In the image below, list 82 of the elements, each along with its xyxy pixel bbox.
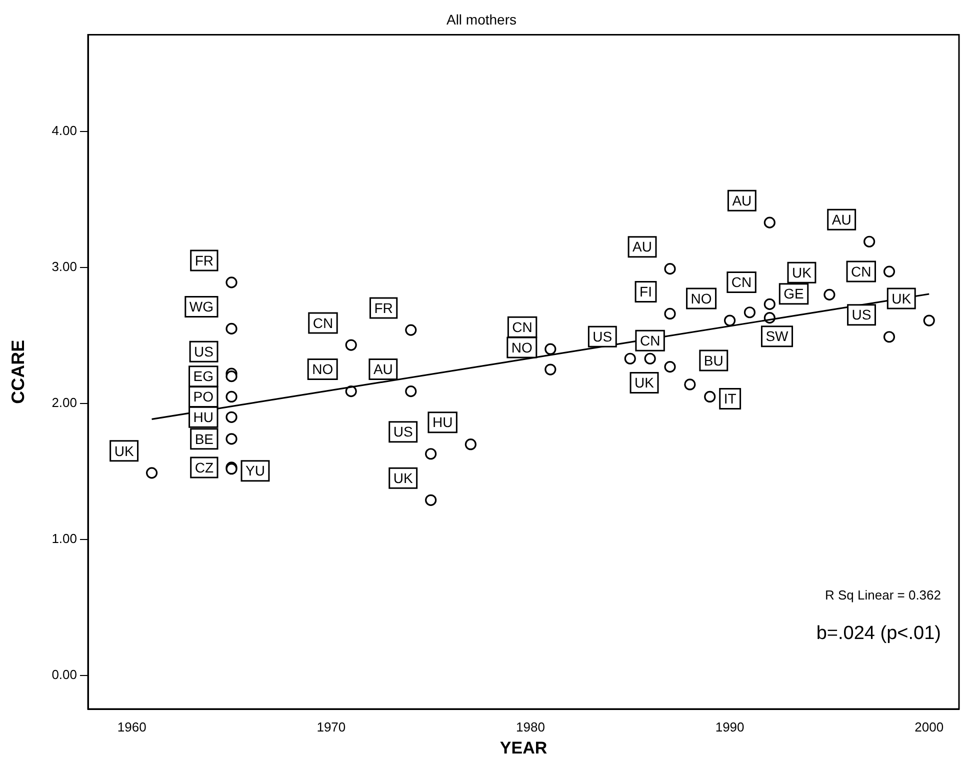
annotation: AU bbox=[373, 361, 393, 378]
point bbox=[923, 314, 935, 326]
y-tick-label: 4.00 bbox=[52, 122, 77, 138]
point bbox=[425, 448, 437, 460]
annotation: EG bbox=[193, 368, 214, 384]
annotation: CN bbox=[640, 332, 660, 348]
annotation: BE bbox=[194, 430, 214, 447]
x-tick-label: 1960 bbox=[117, 719, 146, 734]
annotation: CZ bbox=[194, 459, 214, 476]
x-axis-title: YEAR bbox=[500, 738, 548, 758]
annotation: PO bbox=[193, 388, 214, 405]
annotation: NO bbox=[690, 290, 712, 306]
point bbox=[744, 306, 756, 318]
point bbox=[226, 370, 238, 382]
point bbox=[644, 352, 656, 364]
point bbox=[624, 352, 636, 364]
point bbox=[226, 433, 238, 445]
annotation: AU bbox=[732, 192, 752, 208]
point bbox=[883, 331, 896, 343]
point bbox=[824, 288, 836, 300]
annotation: R Sq Linear = 0.362 bbox=[825, 588, 941, 603]
point bbox=[226, 390, 238, 403]
point bbox=[864, 236, 876, 248]
point bbox=[883, 266, 896, 278]
point bbox=[425, 494, 437, 506]
point bbox=[146, 467, 158, 479]
annotation: US bbox=[592, 328, 612, 344]
point bbox=[405, 324, 417, 336]
x-tick-label: 1990 bbox=[715, 719, 744, 734]
annotation: UK bbox=[393, 470, 414, 486]
annotation: CN bbox=[512, 318, 532, 335]
annotation: AU bbox=[832, 211, 852, 228]
point bbox=[226, 411, 238, 423]
point bbox=[226, 276, 238, 288]
y-tick-label: 3.00 bbox=[52, 259, 77, 274]
point bbox=[664, 308, 676, 320]
annotation: FR bbox=[194, 252, 214, 268]
point bbox=[764, 298, 776, 310]
point bbox=[544, 343, 556, 355]
annotation: FI bbox=[640, 284, 652, 300]
annotation: US bbox=[194, 343, 214, 360]
y-tick-label: 2.00 bbox=[52, 395, 77, 410]
x-tick-label: 1970 bbox=[316, 719, 346, 734]
y-tick-label: 1.00 bbox=[52, 531, 77, 546]
annotation: SW bbox=[766, 328, 790, 344]
point bbox=[405, 385, 417, 398]
annotation: NO bbox=[312, 361, 334, 378]
y-axis-title: CCARE bbox=[8, 340, 28, 404]
x-tick-label: 1980 bbox=[516, 719, 545, 734]
annotation: CN bbox=[851, 263, 872, 280]
annotation: NO bbox=[511, 339, 533, 356]
annotation: FR bbox=[374, 300, 393, 316]
annotation: US bbox=[852, 306, 872, 323]
point bbox=[664, 361, 676, 373]
annotation: UK bbox=[892, 290, 912, 306]
annotation: b=.024 (p<.01) bbox=[816, 623, 941, 644]
annotation: US bbox=[393, 424, 413, 440]
annotation: UK bbox=[634, 374, 655, 391]
annotation: YU bbox=[246, 462, 265, 479]
annotation: AU bbox=[632, 238, 652, 255]
annotation: UK bbox=[114, 442, 134, 459]
point bbox=[724, 314, 736, 326]
chart-title: All mothers bbox=[446, 11, 517, 28]
point bbox=[684, 378, 696, 390]
point bbox=[464, 438, 476, 450]
point bbox=[345, 339, 357, 351]
annotation: GE bbox=[784, 286, 804, 302]
annotation: WG bbox=[189, 298, 214, 315]
annotation: HU bbox=[193, 409, 214, 425]
point bbox=[226, 322, 238, 334]
point bbox=[544, 364, 556, 376]
point bbox=[704, 390, 716, 403]
annotation: CN bbox=[731, 274, 752, 290]
annotation: BU bbox=[704, 352, 724, 368]
x-tick-label: 2000 bbox=[914, 719, 944, 734]
y-tick-label: 0.00 bbox=[52, 667, 77, 682]
point bbox=[764, 216, 776, 228]
point bbox=[664, 263, 676, 275]
annotation: IT bbox=[724, 390, 737, 407]
annotation: CN bbox=[312, 314, 334, 331]
annotation: HU bbox=[432, 414, 453, 430]
annotation: UK bbox=[792, 264, 812, 281]
